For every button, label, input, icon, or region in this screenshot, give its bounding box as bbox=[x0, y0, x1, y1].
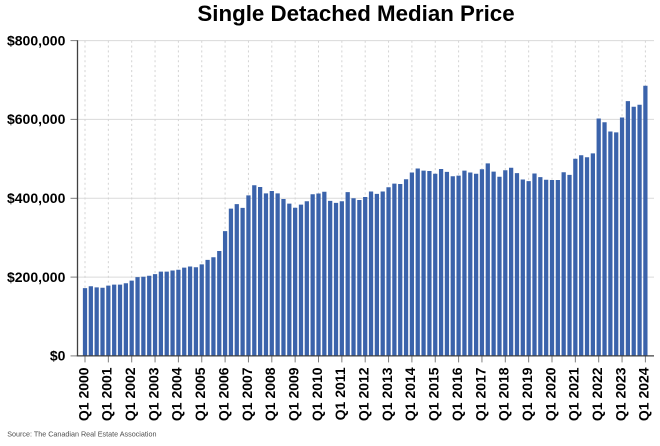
svg-text:Q1 2003: Q1 2003 bbox=[145, 367, 161, 421]
svg-text:Q1 2018: Q1 2018 bbox=[496, 367, 512, 421]
svg-text:Q1 2006: Q1 2006 bbox=[215, 367, 231, 421]
svg-text:Q1 2009: Q1 2009 bbox=[285, 367, 301, 421]
svg-text:Q1 2008: Q1 2008 bbox=[262, 367, 278, 421]
svg-text:Q1 2023: Q1 2023 bbox=[612, 367, 628, 421]
svg-text:Q1 2022: Q1 2022 bbox=[589, 367, 605, 421]
svg-text:Single Detached Median Price: Single Detached Median Price bbox=[197, 1, 514, 26]
svg-text:$0: $0 bbox=[50, 348, 66, 364]
svg-text:Q1 2013: Q1 2013 bbox=[379, 367, 395, 421]
svg-text:Q1 2012: Q1 2012 bbox=[356, 367, 372, 421]
svg-text:Q1 2019: Q1 2019 bbox=[519, 367, 535, 421]
svg-text:$400,000: $400,000 bbox=[7, 190, 66, 206]
svg-text:Q1 2015: Q1 2015 bbox=[426, 367, 442, 421]
svg-text:Q1 2007: Q1 2007 bbox=[239, 367, 255, 421]
svg-text:$600,000: $600,000 bbox=[7, 111, 66, 127]
svg-text:$200,000: $200,000 bbox=[7, 269, 66, 285]
svg-text:Q1 2020: Q1 2020 bbox=[542, 367, 558, 421]
svg-text:Q1 2001: Q1 2001 bbox=[99, 367, 115, 421]
svg-text:Q1 2016: Q1 2016 bbox=[449, 367, 465, 421]
svg-text:Source: The Canadian Real Esta: Source: The Canadian Real Estate Associa… bbox=[7, 430, 156, 439]
svg-text:Q1 2002: Q1 2002 bbox=[122, 367, 138, 421]
svg-text:Q1 2014: Q1 2014 bbox=[402, 367, 418, 421]
svg-text:$800,000: $800,000 bbox=[7, 32, 66, 48]
svg-text:Q1 2021: Q1 2021 bbox=[566, 367, 582, 421]
svg-text:Q1 2024: Q1 2024 bbox=[636, 367, 652, 421]
svg-text:Q1 2005: Q1 2005 bbox=[192, 367, 208, 421]
svg-text:Q1 2011: Q1 2011 bbox=[332, 367, 348, 420]
svg-text:Q1 2000: Q1 2000 bbox=[75, 367, 91, 421]
svg-text:Q1 2004: Q1 2004 bbox=[169, 367, 185, 421]
svg-text:Q1 2017: Q1 2017 bbox=[472, 367, 488, 421]
svg-text:Q1 2010: Q1 2010 bbox=[309, 367, 325, 421]
